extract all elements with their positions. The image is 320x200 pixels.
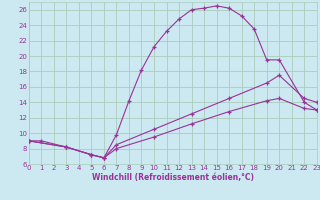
X-axis label: Windchill (Refroidissement éolien,°C): Windchill (Refroidissement éolien,°C) bbox=[92, 173, 254, 182]
